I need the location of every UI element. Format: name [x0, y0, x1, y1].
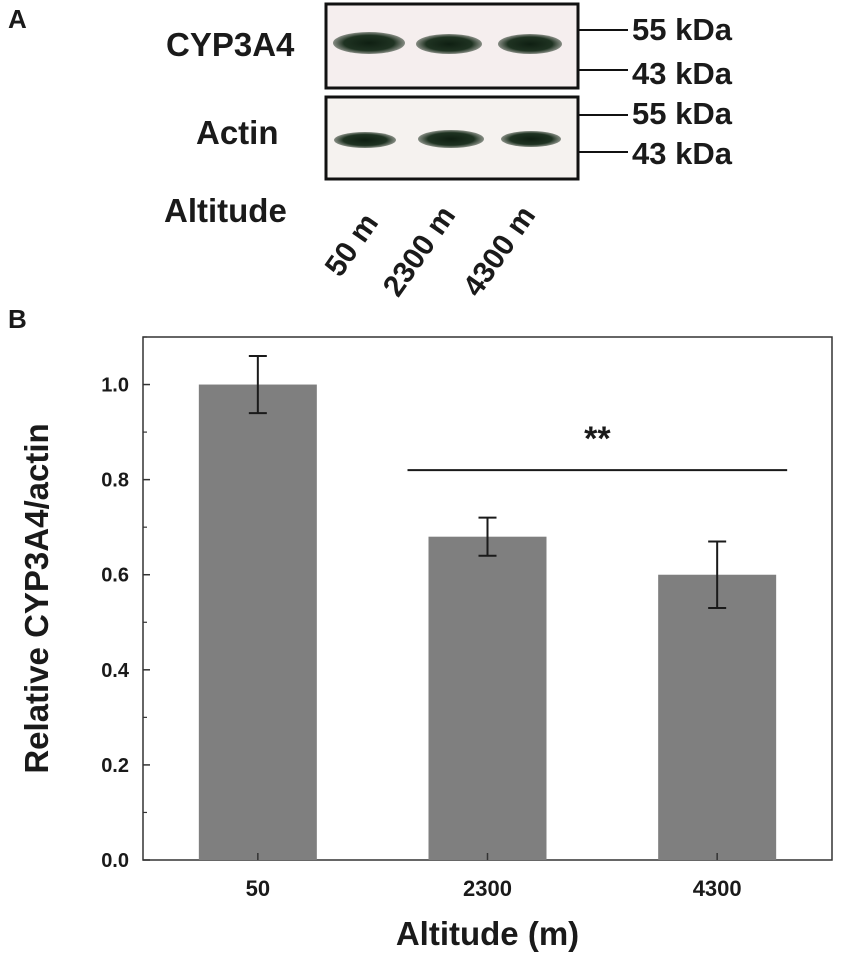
marker-cyp-55kda: 55 kDa: [632, 12, 732, 47]
marker-actin-43kda: 43 kDa: [632, 136, 732, 171]
y-tick-label: 0.2: [101, 755, 129, 777]
cyp3a4-label: CYP3A4: [166, 26, 295, 63]
y-tick-label: 0.6: [101, 565, 129, 587]
x-tick-label: 50: [246, 876, 270, 901]
x-tick-label: 2300: [463, 876, 512, 901]
cyp3a4-band-lane2: [416, 34, 482, 54]
y-tick-label: 0.4: [101, 660, 130, 682]
actin-band-lane3: [501, 131, 561, 147]
marker-actin-55kda: 55 kDa: [632, 96, 732, 131]
significance-stars: **: [584, 420, 611, 458]
altitude-lane-axis-label: Altitude: [164, 192, 287, 229]
cyp3a4-band-lane3: [498, 34, 562, 54]
y-tick-label: 0.8: [101, 470, 129, 492]
bar-50: [198, 384, 317, 860]
y-axis-label: Relative CYP3A4/actin: [18, 423, 55, 773]
panel-a-label: A: [8, 4, 27, 34]
actin-band-lane1: [334, 132, 396, 148]
marker-cyp-43kda: 43 kDa: [632, 56, 732, 91]
y-tick-label: 0.0: [101, 850, 129, 872]
y-tick-label: 1.0: [101, 375, 129, 397]
cyp3a4-band-lane1: [333, 32, 405, 54]
panel-b-label: B: [8, 304, 27, 334]
bar-2300: [428, 536, 547, 860]
western-blot-image: [324, 2, 628, 181]
x-tick-label: 4300: [693, 876, 742, 901]
actin-label: Actin: [196, 114, 279, 151]
actin-band-lane2: [418, 130, 484, 148]
x-axis-label: Altitude (m): [396, 915, 579, 952]
bar-4300: [658, 574, 777, 860]
